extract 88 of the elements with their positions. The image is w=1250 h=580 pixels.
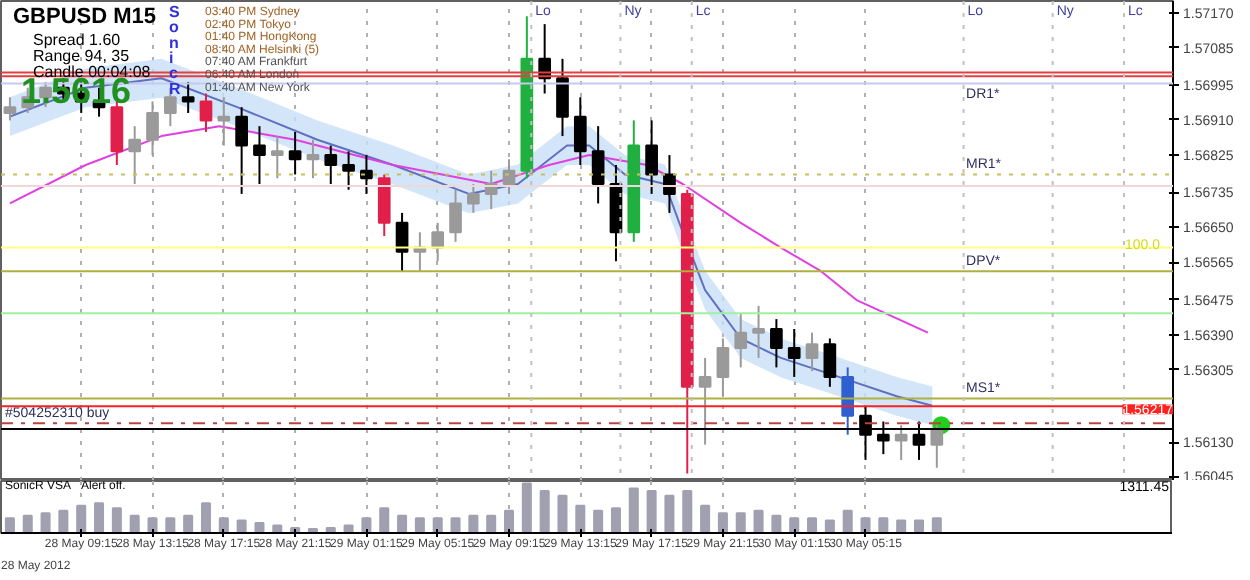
bar: [575, 504, 586, 533]
candlestick: [270, 135, 284, 180]
candlestick: [360, 154, 373, 195]
candlestick: [645, 119, 658, 195]
bar: [789, 517, 800, 533]
candlestick: [342, 150, 355, 191]
bar: [183, 514, 194, 533]
candlestick: [146, 100, 159, 157]
bar: [646, 489, 657, 533]
candlestick: [930, 424, 944, 469]
annotation: Range 94, 35: [33, 47, 131, 65]
bar: [860, 517, 871, 533]
candlestick: [752, 304, 765, 359]
candlestick: [770, 318, 783, 369]
candlestick: [377, 173, 391, 238]
bar: [700, 504, 711, 533]
bar: [913, 519, 924, 533]
candlestick: [698, 356, 712, 446]
candlestick: [253, 125, 266, 185]
bar: [878, 517, 889, 533]
candlestick: [716, 337, 730, 398]
bar: [628, 487, 639, 533]
candlestick: [823, 337, 837, 388]
candlestick: [591, 125, 605, 205]
candlestick: [431, 221, 445, 263]
bar: [22, 514, 33, 533]
bar: [218, 517, 229, 533]
bar: [76, 504, 87, 533]
bar: [539, 489, 550, 533]
bar: [593, 509, 604, 533]
candlestick: [217, 96, 231, 147]
bar: [40, 512, 51, 533]
bar: [147, 517, 158, 533]
candlestick: [556, 57, 569, 138]
bar: [111, 507, 122, 533]
candlestick: [163, 86, 177, 128]
candlestick: [841, 366, 855, 436]
bar: [896, 519, 907, 533]
bar: [486, 514, 497, 533]
bar: [842, 509, 853, 533]
bar: [717, 512, 728, 533]
bar: [504, 509, 515, 533]
bar: [557, 494, 568, 533]
bar: [432, 517, 443, 533]
candlestick: [395, 211, 409, 273]
annotation: GBPUSD M15: [13, 5, 157, 29]
bar: [664, 494, 675, 533]
bar: [361, 517, 372, 533]
bar: [414, 517, 425, 533]
candlestick: [573, 96, 587, 166]
candlestick: [128, 125, 142, 185]
bar: [4, 517, 15, 533]
candlestick: [663, 154, 676, 214]
candlestick: [324, 144, 338, 185]
bar: [165, 517, 176, 533]
bar: [682, 489, 693, 533]
bar: [58, 509, 69, 533]
bar: [129, 514, 140, 533]
candlestick: [306, 138, 320, 180]
bar: [824, 519, 835, 533]
candlestick: [181, 80, 195, 114]
candlestick: [734, 312, 748, 369]
bar: [771, 514, 782, 533]
candlestick: [805, 331, 819, 373]
bar: [236, 519, 247, 533]
candlestick: [199, 92, 213, 133]
bar: [468, 514, 479, 533]
bar: [610, 507, 621, 533]
candlestick: [787, 327, 801, 378]
bar: [807, 517, 818, 533]
candlestick: [3, 96, 17, 122]
candlestick: [288, 130, 302, 176]
bar: [94, 502, 105, 533]
candlestick: [235, 106, 248, 195]
candlestick: [894, 424, 908, 461]
candlestick: [502, 158, 516, 195]
annotation: Spread 1.60: [33, 31, 122, 49]
bar: [379, 507, 390, 533]
candlestick: [467, 182, 480, 214]
bar: [931, 517, 942, 533]
bar: [200, 502, 211, 533]
bar: [397, 514, 408, 533]
bar: [450, 517, 461, 533]
candlestick: [449, 188, 462, 243]
bar: [521, 482, 532, 533]
bar: [254, 522, 265, 533]
bar: [735, 512, 746, 533]
bar: [753, 509, 764, 533]
